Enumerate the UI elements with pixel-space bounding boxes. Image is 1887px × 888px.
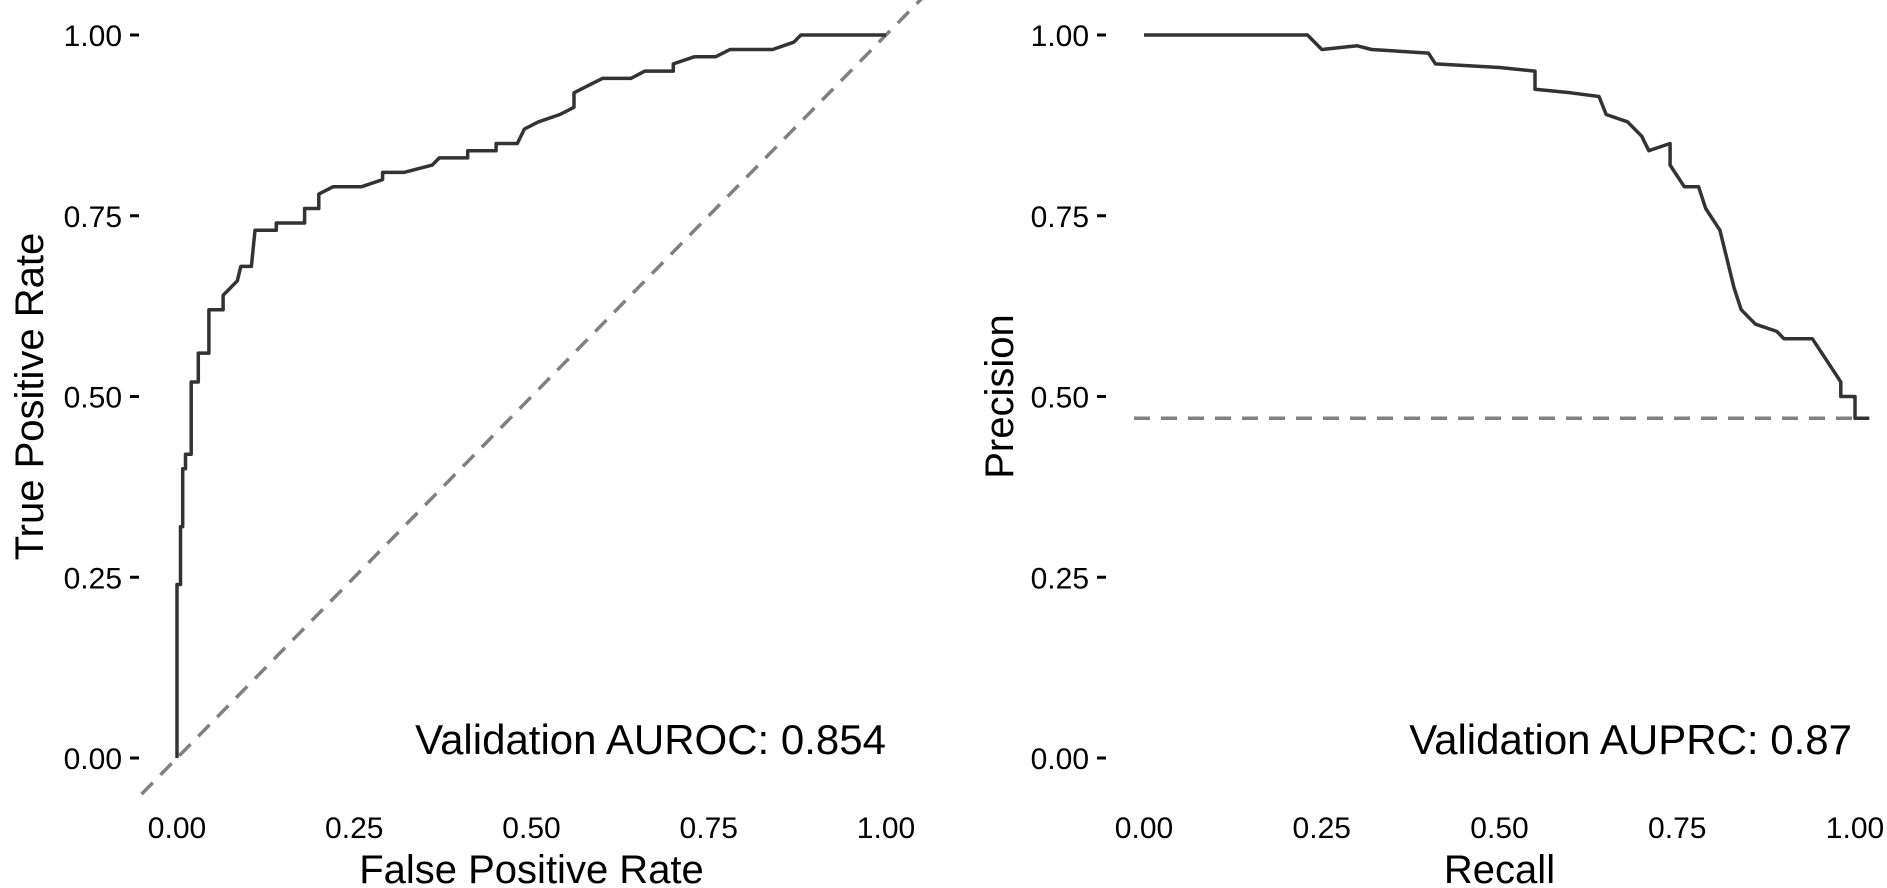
roc-x-tick-label: 0.50: [502, 812, 560, 845]
pr-y-axis-title: Precision: [978, 314, 1022, 479]
pr-y-tick-label: 0.50: [1031, 382, 1089, 415]
roc-y-ticks: 0.00 0.25 0.50 0.75 1.00: [64, 20, 139, 776]
roc-y-axis-title: True Positive Rate: [8, 233, 52, 561]
roc-x-axis-title: False Positive Rate: [359, 848, 704, 888]
pr-x-axis-title: Recall: [1444, 848, 1555, 888]
roc-y-tick-label: 0.50: [64, 382, 122, 415]
roc-y-tick-label: 0.00: [64, 743, 122, 776]
pr-y-tick-label: 0.75: [1031, 201, 1089, 234]
roc-curve: [175, 33, 886, 758]
roc-x-ticks: 0.00 0.25 0.50 0.75 1.00: [148, 812, 915, 845]
pr-panel: 0.00 0.25 0.50 0.75 1.00 0.00 0.25 0.50 0.75 1.0…: [978, 20, 1884, 888]
pr-y-tick-label: 1.00: [1031, 20, 1089, 53]
roc-panel: 0.00 0.25 0.50 0.75 1.00 0.00 0.25 0.50 0.75 1.0…: [8, 0, 923, 888]
pr-x-tick-label: 0.25: [1293, 812, 1351, 845]
pr-curve: [1144, 33, 1870, 420]
roc-y-tick-label: 1.00: [64, 20, 122, 53]
pr-x-tick-label: 0.50: [1470, 812, 1528, 845]
pr-auprc-annotation: Validation AUPRC: 0.87: [1409, 716, 1852, 763]
roc-x-tick-label: 0.00: [148, 812, 206, 845]
roc-y-tick-label: 0.25: [64, 562, 122, 595]
roc-x-tick-label: 0.75: [680, 812, 738, 845]
pr-y-ticks: 0.00 0.25 0.50 0.75 1.00: [1031, 20, 1106, 776]
pr-y-tick-label: 0.25: [1031, 562, 1089, 595]
pr-x-tick-label: 0.75: [1648, 812, 1706, 845]
pr-x-tick-label: 1.00: [1826, 812, 1884, 845]
pr-x-tick-label: 0.00: [1115, 812, 1173, 845]
pr-x-ticks: 0.00 0.25 0.50 0.75 1.00: [1115, 812, 1884, 845]
roc-x-tick-label: 0.25: [325, 812, 383, 845]
roc-diagonal-reference-line: [140, 0, 923, 796]
pr-y-tick-label: 0.00: [1031, 743, 1089, 776]
roc-x-tick-label: 1.00: [857, 812, 915, 845]
roc-auroc-annotation: Validation AUROC: 0.854: [415, 716, 886, 763]
roc-y-tick-label: 0.75: [64, 201, 122, 234]
